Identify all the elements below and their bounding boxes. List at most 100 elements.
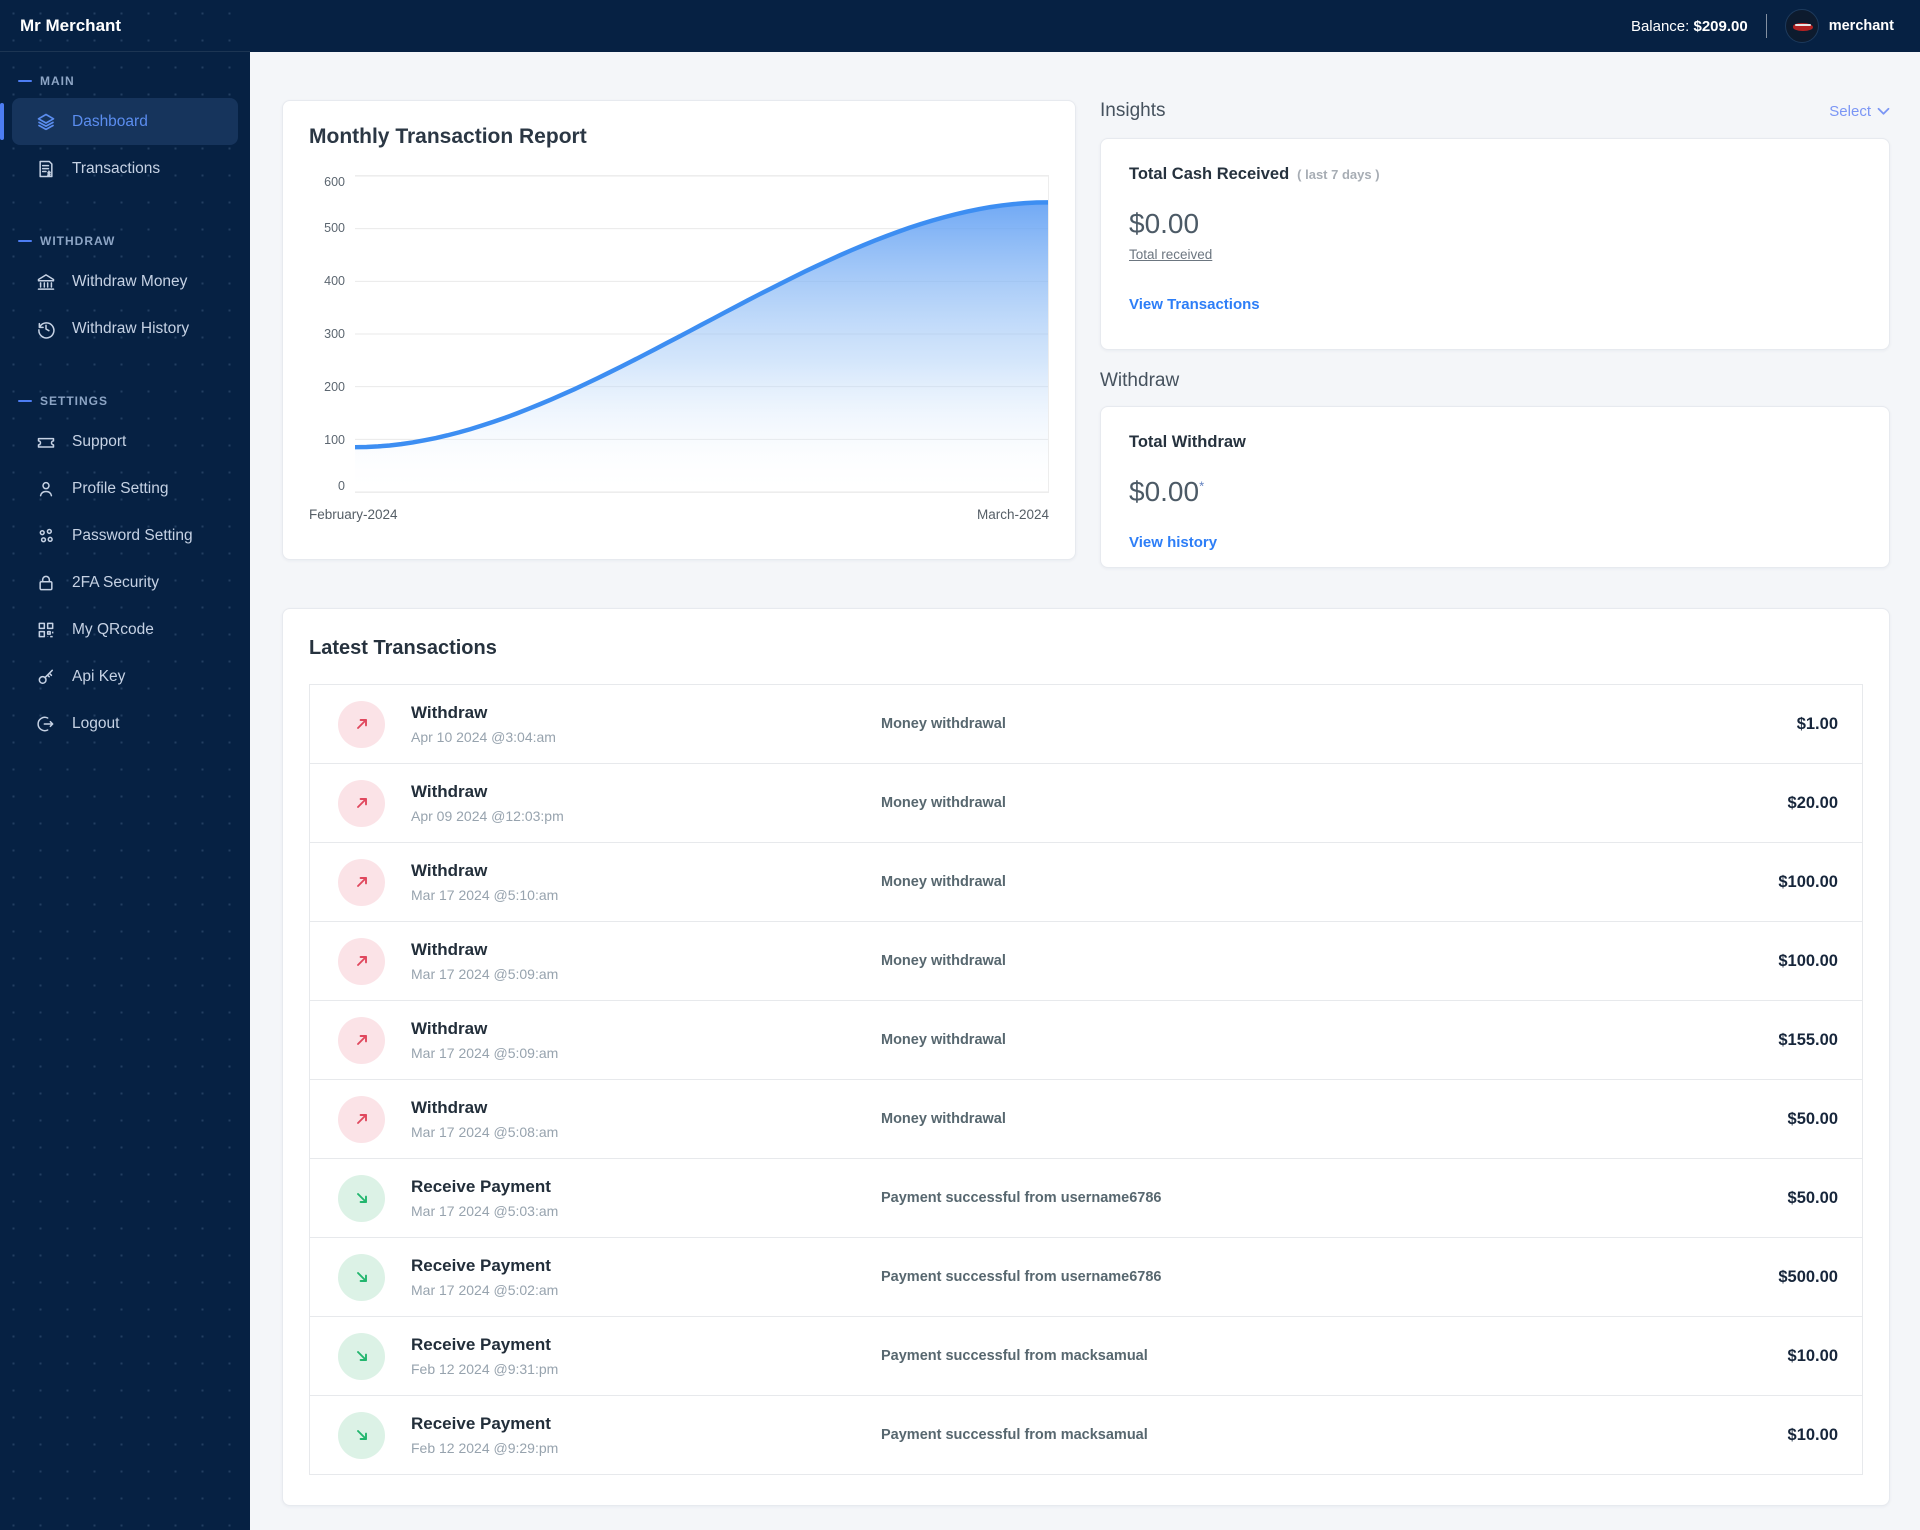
transaction-title: Receive Payment	[411, 1335, 551, 1354]
withdraw-arrow-icon	[338, 779, 385, 827]
user-icon	[36, 479, 56, 499]
balance-amount: $209.00	[1693, 17, 1748, 35]
bank-icon	[36, 272, 56, 292]
cash-amount: $0.00	[1129, 208, 1200, 239]
sidebar-item-transactions[interactable]: Transactions	[12, 145, 238, 192]
transaction-title: Withdraw	[411, 940, 488, 959]
nav-section-withdraw: WITHDRAW	[0, 234, 250, 248]
chart-y-axis: 0 100 200 300 400 500 600	[309, 175, 355, 493]
sidebar-item-label: Dashboard	[72, 112, 148, 130]
latest-transactions-heading: Latest Transactions	[309, 637, 497, 659]
section-dash-icon	[18, 400, 32, 402]
receive-arrow-icon	[338, 1411, 385, 1459]
chart-x-axis: February-2024 March-2024	[309, 507, 1049, 522]
sidebar-nav: MAIN Dashboard Transactions WITHDRAW Wit…	[0, 52, 250, 747]
qrcode-icon	[36, 620, 56, 640]
transaction-title: Withdraw	[411, 1019, 488, 1038]
transaction-title: Withdraw	[411, 782, 488, 801]
transaction-row[interactable]: Withdraw Apr 10 2024 @3:04:am Money withdr…	[309, 684, 1863, 764]
withdraw-arrow-icon	[338, 1016, 385, 1064]
transaction-amount: $20.00	[1787, 793, 1838, 812]
transaction-area-chart	[355, 176, 1048, 492]
y-tick-label: 400	[324, 274, 345, 288]
transaction-date: Apr 09 2024 @12:03:pm	[411, 808, 564, 824]
lock-icon	[36, 573, 56, 593]
transaction-date: Mar 17 2024 @5:08:am	[411, 1124, 559, 1140]
y-tick-label: 100	[324, 433, 345, 447]
transaction-title: Withdraw	[411, 1098, 488, 1117]
total-withdraw-card: Total Withdraw $0.00* View history	[1100, 406, 1890, 568]
insights-select-dropdown[interactable]: Select	[1829, 103, 1890, 120]
withdraw-arrow-icon	[338, 1095, 385, 1143]
transaction-description: Payment successful from username6786	[881, 1190, 1162, 1206]
withdraw-amount: $0.00*	[1129, 476, 1205, 507]
sidebar-item-label: Withdraw History	[72, 319, 190, 337]
transaction-date: Mar 17 2024 @5:03:am	[411, 1203, 559, 1219]
transaction-amount: $50.00	[1787, 1188, 1838, 1207]
main-content: Monthly Transaction Report 0 100 200 300 400…	[250, 52, 1920, 1530]
key-icon	[36, 667, 56, 687]
transaction-date: Mar 17 2024 @5:10:am	[411, 887, 559, 903]
total-cash-received-card: Total Cash Received ( last 7 days ) $0.0…	[1100, 138, 1890, 350]
view-transactions-link[interactable]: View Transactions	[1129, 296, 1260, 313]
transaction-row[interactable]: Withdraw Mar 17 2024 @5:10:am Money withdr…	[309, 842, 1863, 922]
sidebar-item-password-setting[interactable]: Password Setting	[12, 512, 238, 559]
transaction-date: Mar 17 2024 @5:09:am	[411, 966, 559, 982]
transaction-row[interactable]: Receive Payment Mar 17 2024 @5:02:am Payme…	[309, 1237, 1863, 1317]
sidebar-item-dashboard[interactable]: Dashboard	[0, 98, 238, 145]
transaction-row[interactable]: Receive Payment Mar 17 2024 @5:03:am Payme…	[309, 1158, 1863, 1238]
sidebar-item-my-qrcode[interactable]: My QRcode	[12, 606, 238, 653]
sidebar-item-withdraw-history[interactable]: Withdraw History	[12, 305, 238, 352]
layers-icon	[36, 112, 56, 132]
sidebar: Mr Merchant MAIN Dashboard Transactions …	[0, 0, 250, 1530]
chevron-down-icon	[1877, 103, 1890, 120]
cash-card-subtitle: ( last 7 days )	[1297, 167, 1380, 182]
transaction-description: Money withdrawal	[881, 795, 1006, 811]
transaction-row[interactable]: Withdraw Apr 09 2024 @12:03:pm Money withd…	[309, 763, 1863, 843]
user-menu[interactable]: merchant	[1784, 9, 1894, 43]
chart-plot	[355, 175, 1049, 493]
balance-text: Balance: $209.00	[1630, 17, 1748, 35]
sidebar-item-label: 2FA Security	[72, 573, 160, 591]
transaction-row[interactable]: Withdraw Mar 17 2024 @5:09:am Money withdr…	[309, 1000, 1863, 1080]
transaction-row[interactable]: Withdraw Mar 17 2024 @5:08:am Money withdr…	[309, 1079, 1863, 1159]
sidebar-item-2fa-security[interactable]: 2FA Security	[12, 559, 238, 606]
transaction-date: Mar 17 2024 @5:02:am	[411, 1282, 559, 1298]
sidebar-item-support[interactable]: Support	[12, 418, 238, 465]
transaction-row[interactable]: Receive Payment Feb 12 2024 @9:31:pm Payme…	[309, 1316, 1863, 1396]
transaction-amount: $155.00	[1778, 1030, 1838, 1049]
sidebar-item-api-key[interactable]: Api Key	[12, 653, 238, 700]
transaction-date: Feb 12 2024 @9:29:pm	[411, 1440, 559, 1456]
transaction-title: Withdraw	[411, 861, 488, 880]
transaction-title: Receive Payment	[411, 1177, 551, 1196]
transaction-amount: $100.00	[1778, 951, 1838, 970]
transaction-row[interactable]: Receive Payment Feb 12 2024 @9:29:pm Payme…	[309, 1395, 1863, 1475]
latest-transactions-card: Latest Transactions Withdraw Apr 10 2024 …	[282, 608, 1890, 1506]
transaction-amount: $50.00	[1787, 1109, 1838, 1128]
chart-body: 0 100 200 300 400 500 600	[309, 175, 1049, 493]
y-tick-label: 600	[324, 175, 345, 189]
password-nodes-icon	[36, 526, 56, 546]
sidebar-item-logout[interactable]: Logout	[12, 700, 238, 747]
sidebar-item-label: Logout	[72, 714, 120, 732]
y-tick-label: 200	[324, 380, 345, 394]
section-dash-icon	[18, 80, 32, 82]
username-label: merchant	[1828, 18, 1894, 34]
sidebar-item-withdraw-money[interactable]: Withdraw Money	[12, 258, 238, 305]
transaction-row[interactable]: Withdraw Mar 17 2024 @5:09:am Money withdr…	[309, 921, 1863, 1001]
view-history-link[interactable]: View history	[1129, 534, 1218, 551]
topbar: Balance: $209.00 merchant	[250, 0, 1920, 52]
transaction-description: Payment successful from username6786	[881, 1269, 1162, 1285]
transaction-title: Receive Payment	[411, 1256, 551, 1275]
nav-section-main: MAIN	[0, 74, 250, 88]
withdraw-card-title: Total Withdraw	[1129, 433, 1246, 451]
transaction-amount: $500.00	[1778, 1267, 1838, 1286]
total-received-link[interactable]: Total received	[1129, 247, 1213, 262]
avatar[interactable]	[1784, 9, 1819, 43]
receive-arrow-icon	[338, 1332, 385, 1380]
asterisk-note: *	[1199, 478, 1205, 494]
x-label-start: February-2024	[309, 507, 398, 522]
transaction-date: Feb 12 2024 @9:31:pm	[411, 1361, 559, 1377]
sidebar-item-profile-setting[interactable]: Profile Setting	[12, 465, 238, 512]
transaction-description: Payment successful from macksamual	[881, 1348, 1148, 1364]
